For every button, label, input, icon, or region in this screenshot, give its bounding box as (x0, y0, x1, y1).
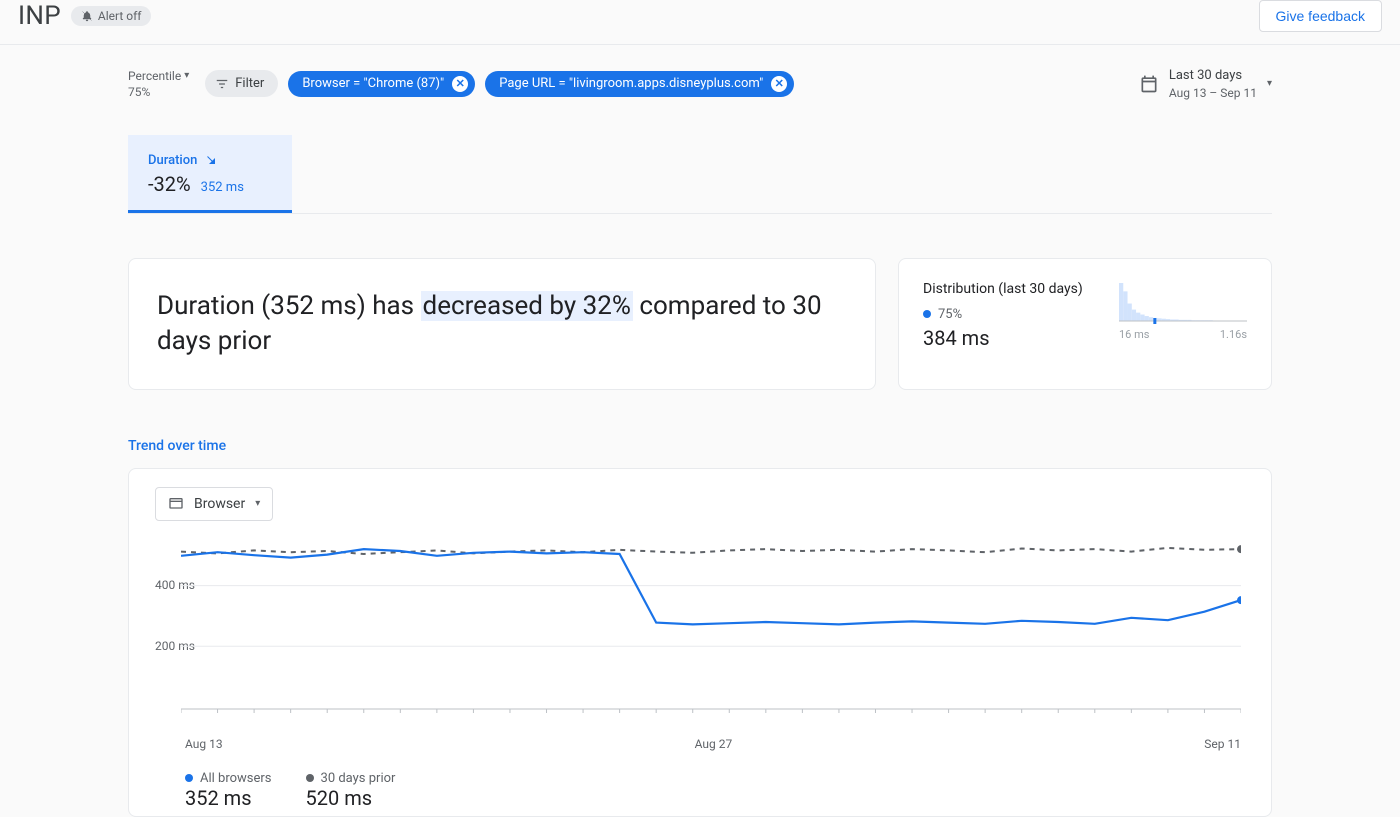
legend-item-prior: 30 days prior 520 ms (306, 771, 396, 810)
close-icon[interactable]: ✕ (771, 76, 787, 92)
x-axis-label: Aug 13 (185, 737, 223, 751)
legend-value: 352 ms (185, 786, 272, 810)
alert-off-chip[interactable]: Alert off (71, 6, 152, 26)
metric-tabs: Duration -32% 352 ms (128, 135, 1272, 214)
chip-label: Page URL = "livingroom.apps.disneyplus.c… (499, 76, 763, 91)
percentile-selector[interactable]: Percentile ▾ 75% (128, 68, 189, 100)
date-range-picker[interactable]: Last 30 days Aug 13 – Sep 11 ▾ (1139, 67, 1272, 101)
filter-chip-url[interactable]: Page URL = "livingroom.apps.disneyplus.c… (485, 71, 794, 97)
trend-x-axis: Aug 13 Aug 27 Sep 11 (155, 737, 1245, 751)
filter-label: Filter (235, 76, 264, 91)
close-icon[interactable]: ✕ (452, 76, 468, 92)
date-range-label: Last 30 days (1169, 67, 1257, 85)
dist-axis-min: 16 ms (1119, 328, 1149, 341)
legend-label: All browsers (200, 771, 272, 786)
summary-highlight: decreased by 32% (421, 291, 633, 321)
x-axis-label: Aug 27 (695, 737, 733, 751)
bell-off-icon (81, 10, 93, 22)
trend-chart: 400 ms200 ms (155, 537, 1245, 737)
distribution-sparkline: 16 ms 1.16s (1119, 281, 1247, 341)
chevron-down-icon: ▾ (1267, 78, 1272, 89)
legend-item-current: All browsers 352 ms (185, 771, 272, 810)
page-title: INP (18, 1, 61, 31)
browser-dropdown-label: Browser (194, 496, 245, 512)
chevron-down-icon: ▾ (184, 69, 189, 83)
filter-button[interactable]: Filter (205, 70, 278, 97)
tab-duration[interactable]: Duration -32% 352 ms (128, 135, 292, 213)
percentile-label: Percentile (128, 68, 181, 84)
x-axis-label: Sep 11 (1204, 737, 1241, 751)
summary-text: Duration (352 ms) has decreased by 32% c… (157, 289, 847, 359)
filter-chip-browser[interactable]: Browser = "Chrome (87)" ✕ (288, 71, 475, 97)
dot-icon (185, 774, 193, 782)
summary-card: Duration (352 ms) has decreased by 32% c… (128, 258, 876, 390)
give-feedback-button[interactable]: Give feedback (1259, 0, 1383, 32)
tab-change: -32% (148, 172, 191, 196)
dot-icon (923, 310, 931, 318)
arrow-down-right-icon (205, 154, 217, 166)
legend-label: 30 days prior (321, 771, 396, 786)
chip-label: Browser = "Chrome (87)" (302, 76, 444, 91)
legend-value: 520 ms (306, 786, 396, 810)
date-range-value: Aug 13 – Sep 11 (1169, 85, 1257, 101)
summary-pre: Duration (352 ms) has (157, 291, 421, 321)
filter-icon (215, 77, 229, 91)
filters-row: Percentile ▾ 75% Filter Browser = "Chrom… (128, 67, 1272, 101)
distribution-pct-label: 75% (938, 307, 962, 322)
alert-off-label: Alert off (98, 9, 142, 23)
tab-ms: 352 ms (201, 180, 244, 195)
calendar-icon (1139, 74, 1159, 94)
dist-axis-max: 1.16s (1220, 328, 1247, 341)
tab-label: Duration (148, 153, 197, 168)
distribution-card: Distribution (last 30 days) 75% 384 ms 1… (898, 258, 1272, 390)
percentile-value: 75% (128, 84, 189, 100)
dot-icon (306, 774, 314, 782)
chevron-down-icon: ▾ (255, 498, 260, 509)
trend-section-title: Trend over time (128, 438, 1272, 454)
trend-card: Browser ▾ 400 ms200 ms Aug 13 Aug 27 Sep 1… (128, 468, 1272, 817)
top-bar: INP Alert off Give feedback (0, 0, 1400, 45)
browser-icon (168, 496, 184, 512)
distribution-value: 384 ms (923, 326, 1109, 350)
browser-dropdown[interactable]: Browser ▾ (155, 487, 273, 521)
distribution-title: Distribution (last 30 days) (923, 281, 1109, 297)
